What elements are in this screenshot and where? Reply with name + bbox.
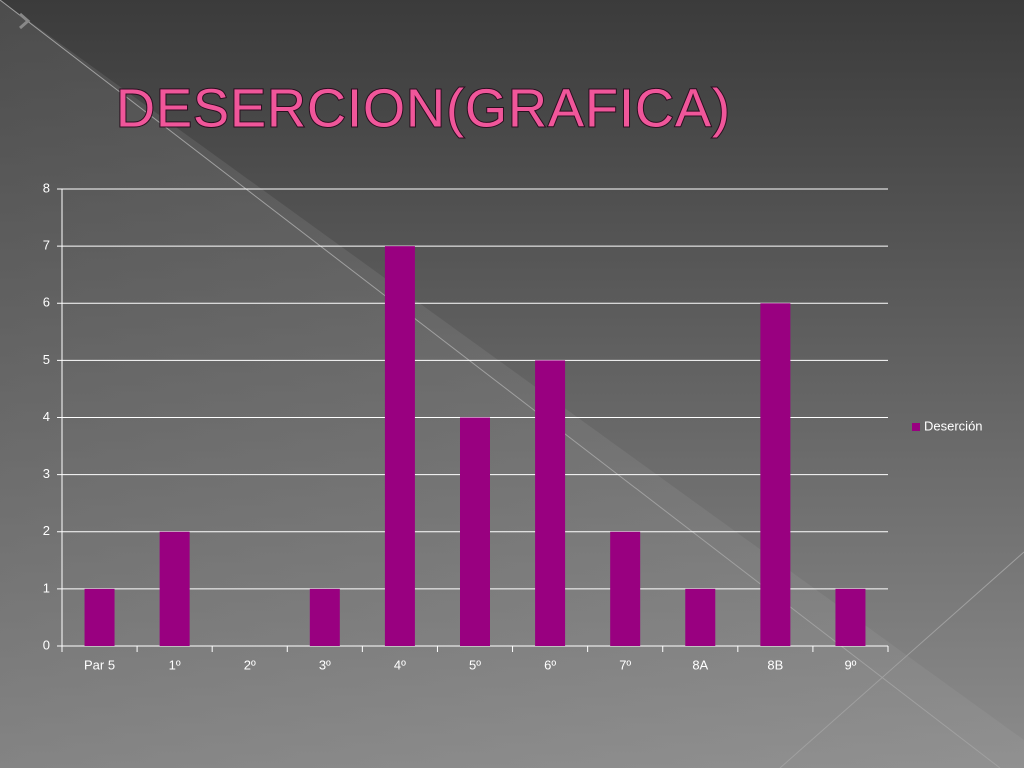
- y-tick-label: 2: [43, 523, 50, 538]
- legend-swatch: [912, 423, 920, 431]
- y-tick-label: 8: [43, 180, 50, 195]
- bar: [685, 588, 716, 646]
- bullet-arrow: [19, 12, 31, 30]
- bar: [159, 531, 190, 646]
- y-tick-label: 5: [43, 352, 50, 367]
- y-tick-label: 6: [43, 295, 50, 310]
- bar: [460, 417, 490, 646]
- x-tick-label: 8B: [767, 657, 783, 672]
- legend-label: Deserción: [924, 418, 983, 433]
- decor-line: [0, 0, 1001, 768]
- chart-title: DESERCION(GRAFICA): [116, 78, 731, 138]
- decor-line: [779, 551, 1024, 768]
- bar: [309, 588, 340, 646]
- x-tick-label: 1º: [169, 657, 181, 672]
- x-tick-label: 8A: [692, 657, 708, 672]
- y-tick-label: 1: [43, 580, 50, 595]
- x-tick-label: 2º: [244, 657, 256, 672]
- bar: [535, 360, 566, 646]
- plot: 0 1 2 3 4 5 6 7 8 Par 5 1º 2º 3º 4º 5º 6º 7º 8A 8B 9º Deserc…: [43, 180, 983, 672]
- bar: [610, 531, 641, 646]
- x-tick-label: 9º: [844, 657, 856, 672]
- bar: [384, 246, 415, 646]
- x-tick-label: 4º: [394, 657, 406, 672]
- bar: [835, 588, 866, 646]
- bar: [760, 303, 791, 646]
- y-tick-label: 4: [43, 409, 50, 424]
- x-tick-label: 5º: [469, 657, 481, 672]
- bar: [84, 588, 115, 646]
- x-tick-label: Par 5: [84, 657, 115, 672]
- y-tick-label: 3: [43, 466, 50, 481]
- y-tick-label: 7: [43, 238, 50, 253]
- x-tick-label: 3º: [319, 657, 331, 672]
- y-tick-label: 0: [43, 637, 50, 652]
- x-tick-label: 6º: [544, 657, 556, 672]
- x-tick-label: 7º: [619, 657, 631, 672]
